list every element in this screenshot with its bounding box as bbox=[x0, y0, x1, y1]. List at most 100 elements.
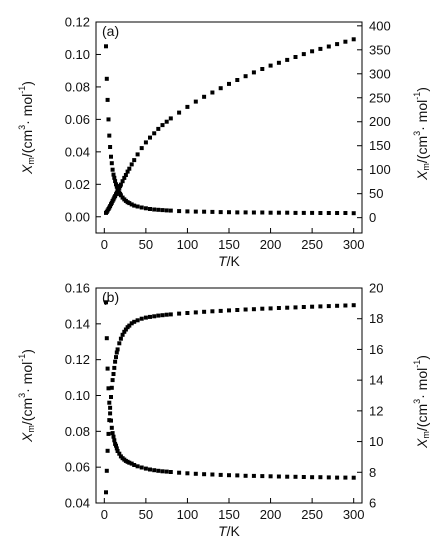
x-tick-label: 0 bbox=[101, 237, 108, 252]
data-point-inverse-chi bbox=[123, 173, 128, 177]
y-tick-label-left: 0.14 bbox=[65, 316, 90, 331]
data-point-inverse-chi bbox=[109, 395, 113, 399]
data-point-chi bbox=[218, 210, 223, 215]
data-point-inverse-chi bbox=[106, 431, 111, 436]
data-point-chi bbox=[143, 206, 148, 211]
y-tick-label-left: 0.04 bbox=[65, 144, 90, 159]
data-point-chi bbox=[243, 210, 248, 215]
data-point-chi bbox=[148, 207, 152, 211]
data-point-inverse-chi bbox=[148, 135, 152, 140]
data-point-chi bbox=[276, 210, 281, 215]
x-tick-label: 300 bbox=[343, 237, 365, 252]
data-point-inverse-chi bbox=[343, 303, 348, 308]
data-point-chi bbox=[115, 449, 120, 453]
data-point-chi bbox=[310, 210, 315, 215]
data-point-inverse-chi bbox=[164, 119, 169, 124]
y-tick-label-left: 0.06 bbox=[65, 112, 90, 127]
data-point-chi bbox=[104, 44, 108, 49]
data-point-inverse-chi bbox=[276, 306, 281, 310]
data-point-chi bbox=[310, 475, 315, 480]
data-point-chi bbox=[107, 400, 112, 405]
data-point-chi bbox=[318, 211, 323, 215]
y-tick-label-left: 0.06 bbox=[65, 460, 90, 475]
data-point-chi bbox=[114, 182, 118, 187]
plot-frame bbox=[95, 21, 363, 234]
y-axis-label-left: Xm/(cm3· mol-1) bbox=[17, 349, 36, 443]
data-point-chi bbox=[335, 475, 340, 480]
data-point-chi bbox=[110, 431, 115, 436]
y-tick-label-right: 8 bbox=[369, 465, 376, 480]
data-point-inverse-chi bbox=[139, 146, 144, 151]
data-point-inverse-chi bbox=[143, 140, 148, 145]
y-tick-label-left: 0.08 bbox=[65, 79, 90, 94]
data-point-chi bbox=[114, 446, 119, 451]
x-tick-label: 150 bbox=[218, 237, 240, 252]
data-point-inverse-chi bbox=[129, 321, 134, 326]
data-point-chi bbox=[210, 209, 215, 214]
data-point-inverse-chi bbox=[285, 305, 290, 310]
data-point-chi bbox=[129, 461, 134, 466]
data-point-chi bbox=[193, 471, 198, 476]
data-point-chi bbox=[235, 210, 240, 215]
data-point-chi bbox=[285, 474, 290, 479]
data-point-inverse-chi bbox=[185, 311, 190, 315]
data-point-inverse-chi bbox=[125, 169, 130, 174]
y-axis-label-left: Xm/(cm3· mol-1) bbox=[17, 81, 36, 175]
data-point-chi bbox=[104, 300, 108, 305]
data-point-chi bbox=[127, 460, 132, 465]
data-point-inverse-chi bbox=[335, 303, 340, 308]
data-point-inverse-chi bbox=[301, 305, 306, 309]
data-point-inverse-chi bbox=[251, 307, 256, 312]
data-point-chi bbox=[235, 473, 240, 478]
y-tick-label-left: 0.10 bbox=[65, 47, 90, 62]
data-point-inverse-chi bbox=[156, 126, 161, 131]
data-point-chi bbox=[106, 117, 111, 122]
data-point-chi bbox=[148, 467, 152, 472]
data-point-inverse-chi bbox=[227, 308, 231, 313]
data-point-chi bbox=[104, 76, 109, 81]
data-point-inverse-chi bbox=[310, 49, 315, 54]
y-tick-label-right: 0 bbox=[369, 210, 376, 225]
data-point-chi bbox=[111, 172, 116, 177]
data-point-chi bbox=[109, 161, 114, 166]
data-point-inverse-chi bbox=[251, 70, 256, 75]
data-point-inverse-chi bbox=[293, 305, 298, 310]
data-point-inverse-chi bbox=[177, 311, 182, 316]
data-point-chi bbox=[343, 211, 348, 215]
y-tick-label-right: 150 bbox=[369, 138, 391, 153]
data-point-inverse-chi bbox=[268, 63, 273, 68]
data-point-inverse-chi bbox=[293, 55, 298, 59]
data-point-inverse-chi bbox=[351, 303, 356, 308]
data-point-chi bbox=[112, 438, 117, 443]
data-point-chi bbox=[160, 469, 165, 474]
data-point-inverse-chi bbox=[243, 307, 248, 312]
data-point-inverse-chi bbox=[202, 94, 207, 99]
data-point-chi bbox=[127, 201, 132, 206]
data-point-inverse-chi bbox=[156, 313, 161, 318]
y-tick-label-right: 250 bbox=[369, 90, 391, 105]
x-tick-label: 50 bbox=[139, 237, 153, 252]
data-point-chi bbox=[251, 210, 256, 215]
data-point-inverse-chi bbox=[227, 81, 231, 86]
y-tick-label-right: 350 bbox=[369, 42, 391, 57]
data-point-chi bbox=[193, 209, 198, 214]
y-tick-label-right: 400 bbox=[369, 18, 391, 33]
data-point-chi bbox=[139, 465, 144, 470]
y-tick-label-left: 0.00 bbox=[65, 209, 90, 224]
y-tick-label-right: 300 bbox=[369, 66, 391, 81]
data-point-inverse-chi bbox=[122, 175, 127, 180]
data-point-inverse-chi bbox=[108, 405, 113, 410]
y-tick-label-left: 0.02 bbox=[65, 177, 90, 192]
y-tick-label-left: 0.12 bbox=[65, 15, 90, 30]
data-point-chi bbox=[343, 475, 348, 480]
y-axis-label-right: Xm/(cm3· mol-1) bbox=[412, 87, 431, 181]
x-axis-label: T/K bbox=[218, 523, 240, 539]
data-point-chi bbox=[132, 203, 137, 208]
data-point-chi bbox=[164, 208, 169, 213]
x-tick-label: 300 bbox=[343, 507, 365, 522]
data-point-chi bbox=[108, 411, 113, 416]
data-point-inverse-chi bbox=[135, 318, 140, 323]
data-point-inverse-chi bbox=[152, 131, 157, 136]
data-point-inverse-chi bbox=[276, 60, 281, 65]
